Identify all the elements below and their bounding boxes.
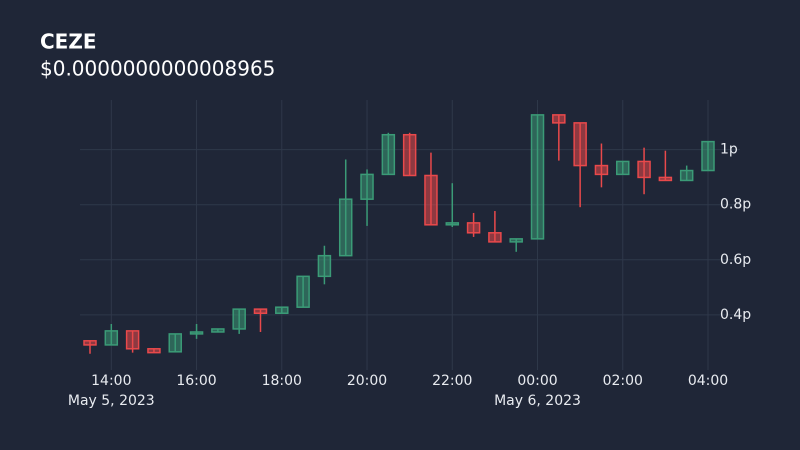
candle-body — [83, 340, 97, 346]
candle-body — [381, 133, 396, 176]
candle-body — [637, 160, 651, 179]
candle-body — [189, 331, 204, 335]
candle-body — [338, 198, 353, 257]
y-tick-label: 0.8p — [720, 197, 751, 213]
candle-body — [594, 164, 609, 176]
candle-body — [658, 176, 673, 182]
chart-title: CEZE — [40, 30, 97, 54]
candle-body — [573, 122, 587, 167]
candle-body — [125, 330, 140, 350]
candle-body — [168, 333, 182, 353]
candle-body — [232, 308, 246, 330]
x-tick-label: 20:00 — [347, 373, 387, 389]
candle-body — [275, 306, 289, 314]
x-tick-label: 04:00 — [688, 373, 728, 389]
x-tick-label: 22:00 — [432, 373, 472, 389]
candle-body — [424, 174, 438, 226]
candle-body — [317, 254, 332, 278]
x-date-label: May 5, 2023 — [68, 393, 155, 409]
y-tick-label: 0.4p — [720, 307, 751, 323]
x-tick-label: 14:00 — [91, 373, 131, 389]
x-tick-label: 00:00 — [517, 373, 557, 389]
candle-body — [211, 328, 225, 333]
candle-body — [509, 238, 523, 243]
x-date-label: May 6, 2023 — [494, 393, 581, 409]
y-tick-label: 1p — [720, 142, 738, 158]
candles — [83, 114, 715, 354]
candle-body — [616, 160, 630, 176]
candle-body — [466, 222, 481, 234]
candle-body — [679, 169, 694, 182]
candle-body — [488, 232, 502, 243]
x-tick-label: 16:00 — [176, 373, 216, 389]
candle-body — [360, 173, 374, 200]
candle-body — [530, 114, 545, 240]
candle-body — [296, 275, 310, 308]
candle-body — [147, 348, 161, 354]
y-tick-label: 0.6p — [720, 252, 751, 268]
candle-body — [402, 133, 417, 177]
candle-body — [445, 222, 460, 226]
price: $0.0000000000008965 — [40, 57, 275, 81]
candle-body — [701, 140, 715, 172]
candle-body — [552, 114, 566, 124]
x-tick-label: 18:00 — [262, 373, 302, 389]
candle-body — [253, 308, 268, 314]
candle-body — [104, 330, 119, 346]
x-tick-label: 02:00 — [603, 373, 643, 389]
